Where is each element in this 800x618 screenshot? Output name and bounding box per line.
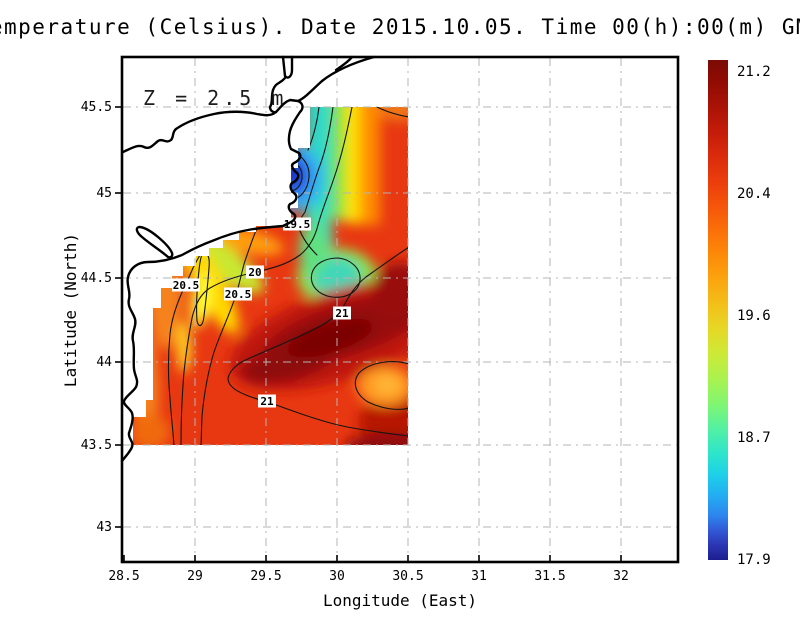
y-tick: 43.5 xyxy=(81,438,112,453)
contour-label-20: 20 xyxy=(246,265,264,279)
y-tick: 44.5 xyxy=(81,271,112,286)
figure-title: Temperature (Celsius). Date 2015.10.05. … xyxy=(0,15,800,39)
colorbar-tick: 21.2 xyxy=(737,64,771,80)
y-tick-labels: 45.5 45 44.5 44 43.5 43 xyxy=(81,100,112,535)
colorbar: 21.2 20.4 19.6 18.7 17.9 xyxy=(708,60,771,568)
svg-text:20.5: 20.5 xyxy=(225,288,252,301)
contour-label-21-lower: 21 xyxy=(258,394,276,408)
colorbar-tick: 18.7 xyxy=(737,430,771,446)
y-tick: 45 xyxy=(96,186,112,201)
grid-lines xyxy=(123,58,677,561)
contour-label-20-5-east: 20.5 xyxy=(224,287,252,301)
contour-label-21-upper: 21 xyxy=(333,306,351,320)
x-tick: 29 xyxy=(187,569,203,584)
plot-frame xyxy=(120,55,680,564)
y-tick: 44 xyxy=(96,355,112,370)
colorbar-gradient xyxy=(708,60,728,560)
x-tick-labels: 28.5 29 29.5 30 30.5 31 31.5 32 xyxy=(108,569,628,584)
x-tick: 31.5 xyxy=(534,569,565,584)
svg-text:20: 20 xyxy=(248,266,261,279)
contour-label-group: 19.5 20 20.5 20.5 21 21 xyxy=(172,217,351,408)
y-axis-title: Latitude (North) xyxy=(61,233,80,387)
svg-text:20.5: 20.5 xyxy=(173,279,200,292)
colorbar-tick: 19.6 xyxy=(737,308,771,324)
colorbar-tick: 17.9 xyxy=(737,552,771,568)
depth-annotation: Z = 2.5 m xyxy=(143,86,287,110)
x-tick: 29.5 xyxy=(250,569,281,584)
colorbar-tick: 20.4 xyxy=(737,186,771,202)
x-tick: 30 xyxy=(329,569,345,584)
svg-text:21: 21 xyxy=(335,307,349,320)
x-tick: 31 xyxy=(471,569,487,584)
y-tick: 45.5 xyxy=(81,100,112,115)
x-tick: 32 xyxy=(613,569,629,584)
x-tick: 30.5 xyxy=(392,569,423,584)
x-axis-title: Longitude (East) xyxy=(323,591,477,610)
axis-ticks xyxy=(115,106,622,562)
temperature-field xyxy=(133,107,408,445)
x-tick: 28.5 xyxy=(108,569,139,584)
y-tick: 43 xyxy=(96,520,112,535)
contour-label-20-5-west: 20.5 xyxy=(172,278,200,292)
svg-text:21: 21 xyxy=(260,395,274,408)
